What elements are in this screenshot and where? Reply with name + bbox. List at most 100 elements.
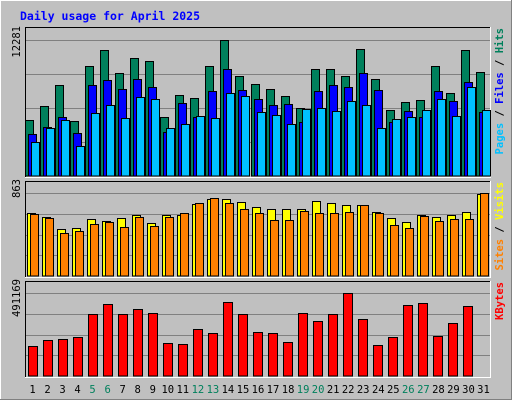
x-tick-label-day-16: 16 bbox=[252, 384, 265, 396]
bar-pages-day-10 bbox=[166, 128, 175, 177]
bar-pages-day-26 bbox=[407, 117, 416, 177]
bar-kbytes-day-25 bbox=[388, 337, 398, 377]
bar-pages-day-27 bbox=[422, 110, 431, 177]
bar-kbytes-day-16 bbox=[253, 332, 263, 377]
bar-kbytes-day-2 bbox=[43, 340, 53, 377]
panel-requests: 12281 Pages / Files / Hits bbox=[11, 26, 506, 178]
x-tick-label-day-10: 10 bbox=[161, 384, 174, 396]
legend-entry: KBytes bbox=[494, 282, 506, 320]
x-tick-label-day-8: 8 bbox=[135, 384, 141, 396]
x-tick-label-day-9: 9 bbox=[150, 384, 156, 396]
panel-max-label: 491169 bbox=[11, 279, 23, 317]
bar-pages-day-29 bbox=[452, 116, 461, 177]
bar-sites-day-21 bbox=[330, 213, 339, 277]
series-pages bbox=[31, 87, 491, 177]
bar-kbytes-day-12 bbox=[193, 329, 203, 377]
bar-pages-day-19 bbox=[302, 109, 311, 177]
bar-sites-day-20 bbox=[315, 213, 324, 277]
x-tick-label-day-7: 7 bbox=[120, 384, 126, 396]
bar-kbytes-day-22 bbox=[343, 293, 353, 377]
bar-sites-day-14 bbox=[225, 203, 234, 277]
x-tick-label-day-24: 24 bbox=[372, 384, 385, 396]
legend-entry: Hits bbox=[494, 28, 506, 53]
bar-pages-day-1 bbox=[31, 142, 40, 177]
bar-sites-day-1 bbox=[30, 214, 39, 277]
bar-pages-day-5 bbox=[91, 113, 100, 177]
bar-kbytes-day-3 bbox=[58, 339, 68, 377]
bar-kbytes-day-17 bbox=[268, 333, 278, 377]
bar-pages-day-6 bbox=[106, 105, 115, 177]
x-tick-label-day-30: 30 bbox=[462, 384, 475, 396]
x-tick-label-day-3: 3 bbox=[59, 384, 65, 396]
x-tick-label-day-21: 21 bbox=[327, 384, 340, 396]
bar-kbytes-day-19 bbox=[298, 313, 308, 377]
bar-kbytes-day-28 bbox=[433, 336, 443, 377]
x-tick-label-day-14: 14 bbox=[222, 384, 235, 396]
bar-sites-day-23 bbox=[360, 205, 369, 277]
bar-kbytes-day-4 bbox=[73, 337, 83, 377]
legend-entry: Files bbox=[494, 72, 506, 104]
x-tick-label-day-29: 29 bbox=[447, 384, 460, 396]
bar-sites-day-9 bbox=[150, 226, 159, 277]
bar-sites-day-8 bbox=[135, 217, 144, 277]
bar-kbytes-day-11 bbox=[178, 344, 188, 377]
bar-pages-day-7 bbox=[121, 118, 130, 177]
x-tick-label-day-26: 26 bbox=[402, 384, 415, 396]
x-tick-label-day-28: 28 bbox=[432, 384, 445, 396]
x-tick-label-day-12: 12 bbox=[192, 384, 205, 396]
bar-pages-day-22 bbox=[347, 101, 356, 177]
legend-entry: / bbox=[494, 104, 506, 123]
bar-kbytes-day-24 bbox=[373, 345, 383, 377]
bar-sites-day-30 bbox=[465, 219, 474, 277]
legend-entry: / bbox=[494, 220, 506, 239]
bar-pages-day-14 bbox=[226, 93, 235, 177]
x-tick-label-day-11: 11 bbox=[176, 384, 189, 396]
bar-pages-day-28 bbox=[437, 99, 446, 177]
panel-kbytes: 491169 KBytes bbox=[11, 279, 506, 378]
bar-kbytes-day-27 bbox=[418, 303, 428, 377]
bar-sites-day-28 bbox=[435, 221, 444, 277]
chart-panels: 12281 Pages / Files / Hits 863 Sites / Visi… bbox=[11, 26, 506, 378]
bar-pages-day-30 bbox=[467, 87, 476, 177]
x-tick-label-day-1: 1 bbox=[29, 384, 35, 396]
panel-visits: 863 Sites / Visits bbox=[11, 179, 506, 278]
x-tick-label-day-18: 18 bbox=[282, 384, 295, 396]
bar-kbytes-day-7 bbox=[118, 314, 128, 377]
bar-sites-day-6 bbox=[105, 222, 114, 277]
x-tick-label-day-6: 6 bbox=[105, 384, 111, 396]
panel-side-legend: Pages / Files / Hits bbox=[494, 28, 506, 154]
bar-sites-day-15 bbox=[240, 209, 249, 277]
bar-kbytes-day-6 bbox=[103, 304, 113, 377]
bar-sites-day-27 bbox=[420, 216, 429, 277]
bar-kbytes-day-15 bbox=[238, 314, 248, 377]
legend-entry: Sites bbox=[494, 239, 506, 271]
bar-pages-day-11 bbox=[181, 124, 190, 177]
x-tick-label-day-20: 20 bbox=[312, 384, 325, 396]
bar-pages-day-15 bbox=[241, 96, 250, 177]
legend-entry: Visits bbox=[494, 182, 506, 220]
x-tick-label-day-25: 25 bbox=[387, 384, 400, 396]
bar-sites-day-12 bbox=[195, 203, 204, 277]
bar-sites-day-19 bbox=[300, 211, 309, 277]
x-tick-label-day-5: 5 bbox=[89, 384, 95, 396]
bar-sites-day-24 bbox=[375, 213, 384, 277]
bar-sites-day-16 bbox=[255, 213, 264, 277]
x-tick-label-day-17: 17 bbox=[267, 384, 280, 396]
bar-pages-day-21 bbox=[332, 111, 341, 177]
panel-side-legend: KBytes bbox=[494, 282, 506, 320]
legend-entry: / bbox=[494, 53, 506, 72]
x-tick-label-day-15: 15 bbox=[237, 384, 250, 396]
x-tick-label-day-23: 23 bbox=[357, 384, 370, 396]
bar-pages-day-8 bbox=[136, 97, 145, 177]
x-axis-labels: 1 2 3 4 5 6 7 8 9 10 11 12 13 14 15 16 17 18 19 20 21 22 23 24 2… bbox=[29, 384, 489, 396]
bar-pages-day-3 bbox=[61, 120, 70, 177]
bar-sites-day-11 bbox=[180, 213, 189, 277]
bar-pages-day-13 bbox=[211, 118, 220, 177]
x-tick-label-day-19: 19 bbox=[297, 384, 310, 396]
bar-sites-day-17 bbox=[270, 220, 279, 277]
x-tick-label-day-22: 22 bbox=[342, 384, 355, 396]
bar-sites-day-5 bbox=[90, 224, 99, 277]
bar-kbytes-day-8 bbox=[133, 309, 143, 377]
series-sites bbox=[30, 193, 489, 277]
